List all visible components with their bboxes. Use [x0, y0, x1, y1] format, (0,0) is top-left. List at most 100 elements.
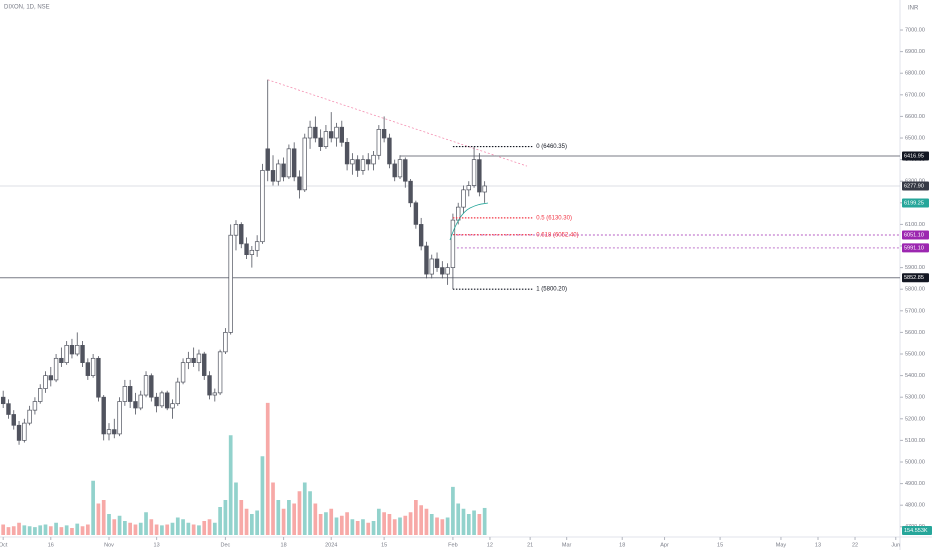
x-tick-label: 15	[381, 542, 387, 548]
candle-body	[96, 357, 101, 398]
volume-bar	[387, 514, 392, 535]
x-tick-label: 13	[815, 542, 821, 548]
volume-bar	[461, 508, 466, 535]
volume-bar	[403, 515, 408, 535]
candle-body	[371, 154, 376, 165]
candle-body	[297, 176, 302, 191]
candle-body	[466, 185, 471, 191]
candle-body	[159, 392, 165, 407]
volume-bar	[429, 514, 434, 535]
x-tick-label: Feb	[448, 542, 457, 548]
candle-body	[32, 401, 38, 411]
volume-bar	[440, 519, 445, 535]
volume-bar	[175, 517, 180, 535]
fib-label: 0.5 (6130.30)	[536, 215, 572, 221]
y-tick-label: 4800.00	[905, 503, 925, 509]
price-tag-label: 6199.25	[904, 200, 924, 206]
candle-body	[85, 362, 91, 376]
price-tag	[902, 273, 929, 283]
candle-body	[392, 163, 397, 178]
price-tag	[902, 243, 929, 253]
candle-body	[27, 409, 32, 424]
volume-tag	[902, 526, 932, 535]
x-tick-label: 18	[619, 542, 625, 548]
price-tag	[902, 230, 929, 240]
volume-bar	[207, 519, 212, 535]
candle-body	[318, 137, 323, 148]
candle-body	[418, 224, 424, 247]
candle-body	[307, 126, 313, 139]
candle-body	[217, 351, 223, 394]
candle-body	[329, 131, 334, 139]
x-tick-label: Oct	[0, 542, 8, 548]
y-tick-label: 6800.00	[905, 71, 925, 77]
candle-body	[244, 243, 249, 255]
volume-bar	[6, 527, 11, 535]
x-tick-label: 12	[487, 542, 493, 548]
volume-bar	[165, 524, 170, 535]
candle-body	[101, 396, 106, 435]
volume-bar	[112, 519, 117, 535]
volume-bar	[408, 512, 413, 535]
volume-bar	[435, 517, 439, 535]
fib-label: 0 (6460.35)	[536, 144, 567, 150]
candle-body	[75, 345, 80, 355]
volume-bar	[398, 517, 402, 535]
candle-body	[313, 126, 318, 139]
y-tick-label: 5200.00	[905, 416, 925, 422]
y-tick-label: 5600.00	[905, 330, 925, 336]
volume-bar	[54, 522, 58, 535]
volume-bar	[48, 526, 53, 535]
volume-bar	[202, 521, 207, 535]
y-tick-label: 5100.00	[905, 438, 925, 444]
volume-bar	[33, 527, 37, 535]
candle-body	[175, 381, 180, 405]
volume-bar	[107, 514, 111, 535]
candle-body	[149, 375, 154, 398]
price-tag-label: 6051.10	[904, 232, 924, 238]
candle-body	[186, 357, 191, 363]
candle-body	[397, 159, 403, 178]
volume-bar	[133, 524, 138, 535]
volume-bar	[392, 519, 397, 535]
volume-bar	[70, 528, 74, 535]
candle-body	[471, 159, 477, 186]
y-tick-label: 4900.00	[905, 481, 925, 487]
volume-bar	[244, 508, 249, 535]
volume-bar	[361, 519, 365, 535]
candle-body	[323, 131, 329, 148]
candle-body	[143, 375, 149, 396]
y-tick-label: 6700.00	[905, 92, 925, 98]
y-tick-label: 7000.00	[905, 27, 925, 33]
volume-bar	[350, 519, 355, 535]
volume-bar	[382, 512, 386, 535]
price-tag	[902, 181, 929, 191]
x-tick-label: 22	[852, 542, 858, 548]
y-tick-label: 5000.00	[905, 459, 925, 465]
volume-bar	[250, 514, 254, 535]
y-tick-label: 5500.00	[905, 351, 925, 357]
x-tick-label: Mar	[562, 542, 572, 548]
x-tick-label: 21	[527, 542, 533, 548]
y-tick-label: 5300.00	[905, 395, 925, 401]
volume-bar	[144, 512, 148, 535]
candle-body	[0, 396, 6, 405]
candle-body	[281, 163, 286, 178]
fib-label: 1 (5800.20)	[536, 287, 567, 293]
candle-body	[180, 362, 186, 383]
volume-bar	[197, 525, 201, 535]
candle-body	[90, 357, 96, 376]
candle-body	[355, 159, 360, 171]
volume-bar	[445, 517, 450, 535]
candle-body	[191, 357, 196, 363]
y-tick-label: 6500.00	[905, 135, 925, 141]
volume-bar	[123, 521, 127, 535]
candle-body	[424, 245, 429, 275]
candle-body	[69, 345, 75, 355]
candle-body	[127, 386, 133, 402]
candle-body	[270, 170, 276, 182]
volume-bar	[101, 500, 106, 535]
volume-bar	[212, 522, 217, 535]
candle-body	[228, 234, 233, 333]
